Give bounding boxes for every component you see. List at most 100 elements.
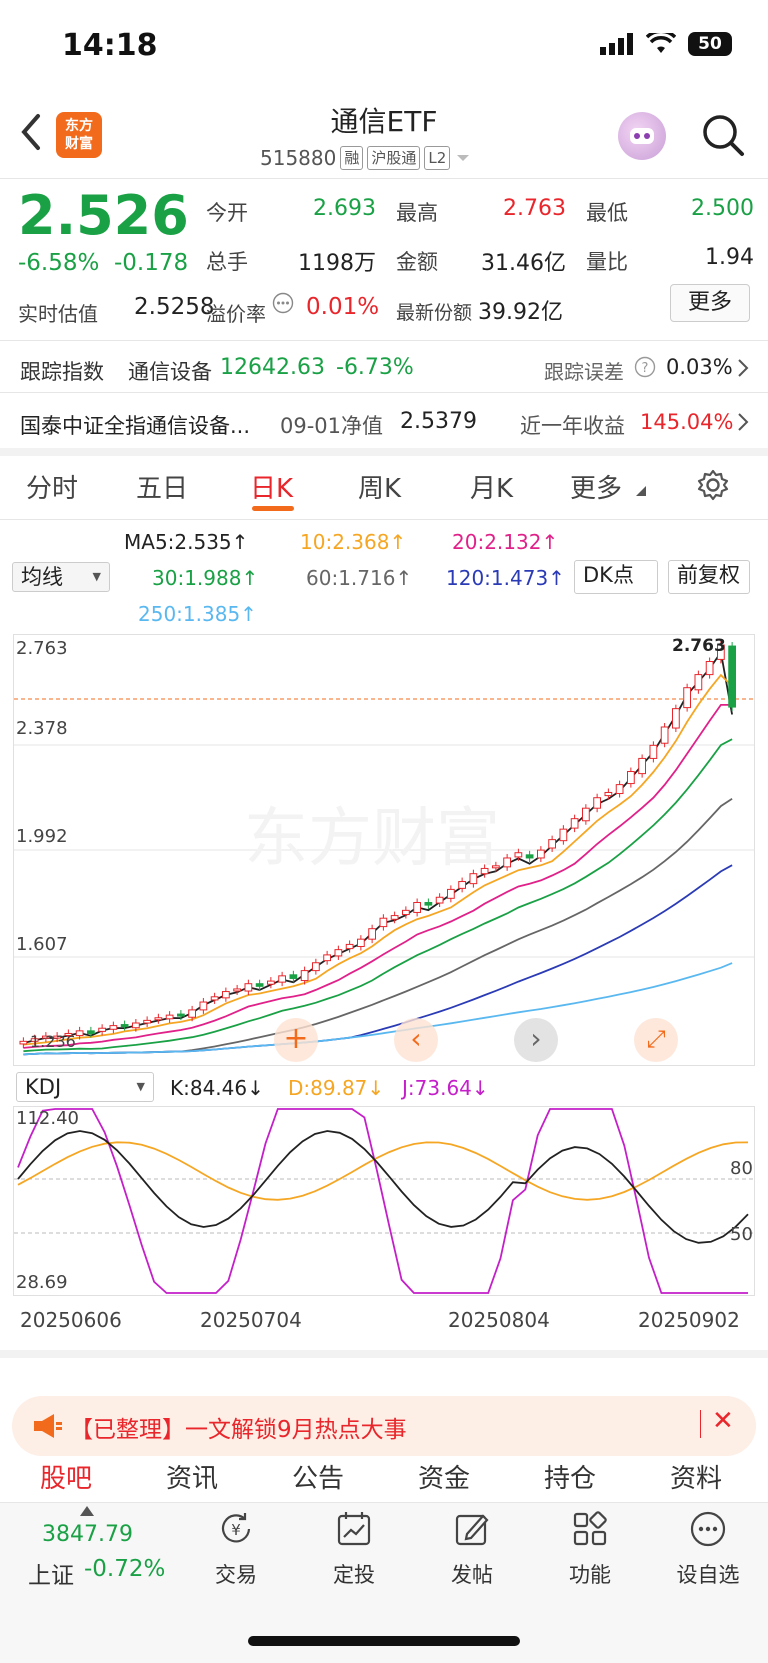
candle[interactable] (199, 1001, 208, 1011)
candle[interactable] (244, 983, 253, 992)
banner-text[interactable]: 【已整理】一文解锁9月热点大事 (70, 1417, 407, 1443)
candle[interactable] (267, 980, 275, 985)
fund-name[interactable]: 国泰中证全指通信设备... (20, 414, 251, 438)
tab-announcements[interactable]: 公告 (292, 1464, 345, 1494)
news-banner[interactable] (12, 1396, 756, 1456)
indicator-selector[interactable]: KDJ ▼ (16, 1072, 154, 1102)
tab-weekly-k[interactable]: 周K (358, 474, 402, 504)
ma-selector[interactable]: 均线 ▼ (12, 562, 110, 592)
candle[interactable] (390, 915, 399, 920)
candle[interactable] (458, 881, 466, 889)
candle[interactable] (154, 1017, 163, 1021)
tab-five-day[interactable]: 五日 (136, 474, 189, 504)
candle[interactable] (188, 1009, 196, 1018)
candle[interactable] (492, 865, 500, 869)
candle[interactable] (30, 1038, 39, 1042)
app-logo[interactable]: 东方 财富 (56, 112, 102, 158)
nav-functions[interactable]: 功能 (540, 1510, 640, 1589)
candle[interactable] (53, 1035, 61, 1039)
adjust-button[interactable]: 前复权 (668, 560, 750, 594)
candle[interactable] (19, 1040, 28, 1045)
candle[interactable] (379, 917, 388, 928)
candle[interactable] (604, 791, 613, 797)
kline-chart-frame[interactable] (13, 634, 755, 1066)
candle[interactable] (312, 962, 320, 972)
candle[interactable] (143, 1019, 151, 1024)
candle[interactable] (525, 854, 534, 859)
candle[interactable] (413, 901, 421, 913)
more-dots-icon[interactable] (272, 292, 294, 314)
candle[interactable] (75, 1030, 84, 1037)
candle[interactable] (345, 943, 354, 950)
candle[interactable] (300, 970, 309, 982)
tab-capital[interactable]: 资金 (418, 1464, 471, 1494)
pan-right-button[interactable]: › (514, 1018, 558, 1062)
candle[interactable] (503, 857, 511, 868)
candle[interactable] (705, 661, 714, 676)
candle[interactable] (165, 1014, 174, 1020)
candle[interactable] (109, 1025, 118, 1030)
chevron-right-icon[interactable] (736, 412, 750, 432)
candle[interactable] (480, 867, 489, 875)
chevron-down-icon[interactable] (454, 152, 472, 164)
tab-news[interactable]: 资讯 (166, 1464, 219, 1494)
candle[interactable] (469, 873, 478, 885)
sh-index-name[interactable]: 上证 (28, 1563, 74, 1589)
tab-holdings[interactable]: 持仓 (544, 1464, 597, 1494)
tab-monthly-k[interactable]: 月K (470, 474, 514, 504)
candle[interactable] (717, 644, 725, 660)
tab-more[interactable]: 更多 (570, 474, 623, 504)
kdj-chart-frame[interactable] (13, 1106, 755, 1296)
nav-trade[interactable]: ¥ 交易 (186, 1510, 286, 1589)
candle[interactable] (357, 938, 365, 948)
candle[interactable] (255, 983, 264, 987)
candle[interactable] (98, 1027, 106, 1032)
kdj-chart[interactable] (14, 1107, 754, 1295)
candle[interactable] (593, 797, 601, 809)
home-indicator[interactable] (248, 1636, 520, 1646)
search-icon[interactable] (700, 112, 746, 158)
zoom-in-button[interactable]: + (274, 1018, 318, 1062)
candle[interactable] (672, 708, 680, 729)
tab-forum[interactable]: 股吧 (40, 1464, 93, 1494)
candle[interactable] (424, 901, 433, 906)
candle[interactable] (537, 849, 545, 859)
candle[interactable] (548, 839, 556, 849)
help-icon[interactable]: ? (634, 356, 656, 378)
candle[interactable] (627, 771, 635, 785)
tracking-index-name[interactable]: 通信设备 (128, 360, 212, 384)
candle[interactable] (435, 896, 444, 904)
candle[interactable] (222, 991, 230, 999)
sh-index-pct[interactable]: -0.72% (84, 1556, 166, 1582)
candle[interactable] (334, 949, 343, 957)
nav-post[interactable]: 发帖 (422, 1510, 522, 1589)
candle[interactable] (402, 909, 410, 916)
chevron-right-icon[interactable] (736, 358, 750, 378)
candle[interactable] (120, 1024, 129, 1028)
kline-chart[interactable]: 东方财富 (14, 635, 754, 1065)
tab-profile[interactable]: 资料 (670, 1464, 723, 1494)
candle[interactable] (177, 1013, 185, 1017)
candle[interactable] (694, 674, 703, 691)
candle[interactable] (368, 928, 376, 940)
gear-icon[interactable] (696, 468, 730, 502)
sh-index-value[interactable]: 3847.79 (42, 1522, 133, 1547)
candle[interactable] (210, 996, 219, 1001)
candle[interactable] (615, 784, 624, 795)
candle[interactable] (278, 975, 286, 983)
more-button[interactable]: 更多 (670, 284, 750, 322)
candle[interactable] (447, 888, 455, 899)
candle[interactable] (514, 852, 523, 858)
candle[interactable] (132, 1022, 140, 1029)
nav-auto-invest[interactable]: 定投 (304, 1510, 404, 1589)
caret-up-icon[interactable] (80, 1506, 94, 1516)
candle[interactable] (582, 807, 590, 822)
dk-point-button[interactable]: DK点 (574, 560, 658, 594)
tab-daily-k[interactable]: 日K (250, 474, 294, 504)
candle[interactable] (638, 757, 646, 775)
pan-left-button[interactable]: ‹ (394, 1018, 438, 1062)
candle[interactable] (559, 828, 568, 842)
back-button[interactable] (16, 110, 56, 160)
candle[interactable] (570, 818, 579, 829)
candle[interactable] (323, 954, 331, 962)
